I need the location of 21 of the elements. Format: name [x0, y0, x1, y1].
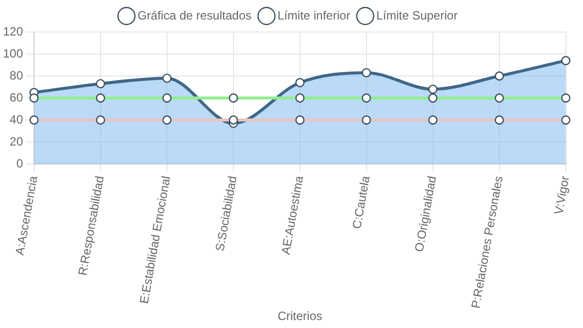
point — [561, 56, 570, 66]
y-tick-label: 40 — [10, 112, 24, 126]
point — [494, 71, 504, 81]
y-tick-label: 20 — [10, 134, 24, 148]
y-tick-label: 80 — [10, 68, 24, 82]
point — [162, 74, 172, 83]
x-tick-label: C:Cautela — [350, 174, 373, 230]
point — [96, 79, 106, 88]
y-tick-label: 60 — [10, 90, 24, 104]
x-axis-title: Criterios — [278, 309, 322, 324]
y-tick-label: 120 — [2, 24, 24, 38]
legend-label: Gráfica de resultados — [137, 8, 252, 22]
x-tick-label: V:Vigor — [552, 174, 572, 216]
point — [428, 84, 438, 94]
legend-label: Límite Superior — [376, 8, 458, 22]
y-tick-label: 100 — [2, 46, 24, 60]
legend-label: Límite inferior — [278, 8, 350, 22]
x-tick-label: P:Relaciones Personales — [468, 174, 506, 310]
point — [295, 78, 305, 88]
point — [362, 68, 371, 78]
y-tick-label: 0 — [16, 156, 24, 170]
